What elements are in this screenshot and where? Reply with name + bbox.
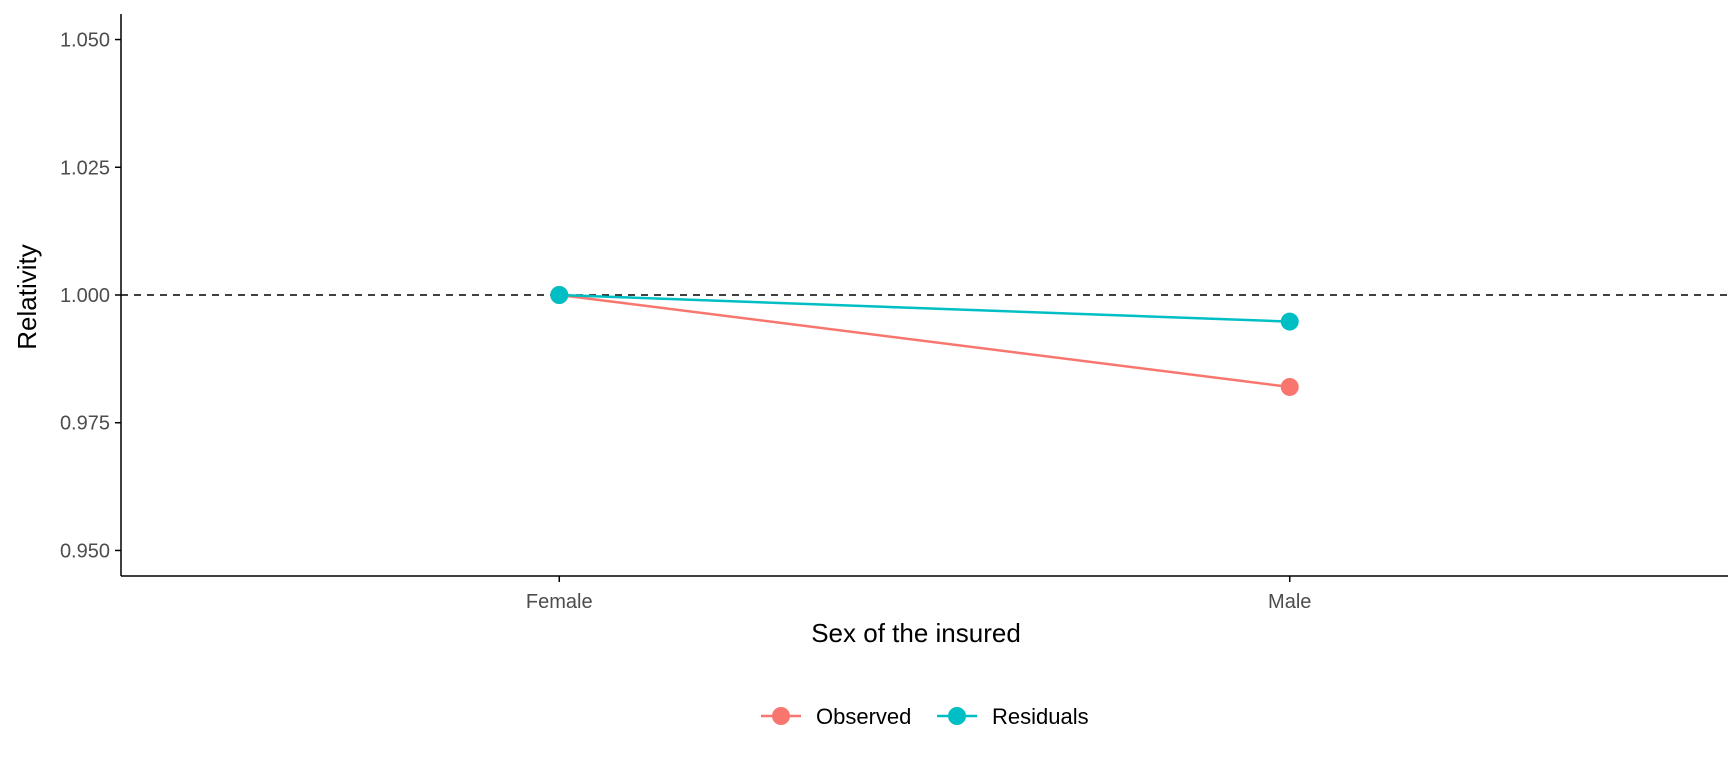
data-point-residuals bbox=[550, 286, 569, 304]
y-tick-label: 1.050 bbox=[60, 30, 110, 52]
legend-key-dot-residuals bbox=[948, 707, 966, 725]
series-layer bbox=[550, 286, 1299, 396]
y-axis-title: Relativity bbox=[12, 244, 42, 349]
data-point-observed bbox=[1280, 377, 1299, 396]
x-tick-label: Female bbox=[526, 591, 593, 613]
y-tick-label: 0.975 bbox=[60, 413, 110, 435]
series-line-residuals bbox=[559, 293, 1290, 323]
series-line-observed bbox=[559, 293, 1290, 389]
y-tick-label: 1.000 bbox=[60, 285, 110, 307]
legend-item-residuals: Residuals bbox=[937, 704, 1089, 729]
y-tick-label: 0.950 bbox=[60, 540, 110, 562]
data-point-residuals bbox=[1280, 312, 1299, 331]
x-tick-layer: Female Male bbox=[526, 576, 1311, 613]
legend-key-dot-observed bbox=[772, 707, 790, 725]
legend-label-observed: Observed bbox=[816, 704, 911, 729]
legend: Observed Residuals bbox=[761, 704, 1089, 729]
y-tick-layer: 0.950 0.975 1.000 1.025 1.050 bbox=[60, 30, 121, 562]
y-tick-label: 1.025 bbox=[60, 157, 110, 179]
legend-item-observed: Observed bbox=[761, 704, 911, 729]
x-axis-title: Sex of the insured bbox=[811, 618, 1021, 648]
legend-label-residuals: Residuals bbox=[992, 704, 1089, 729]
x-tick-label: Male bbox=[1268, 591, 1311, 613]
